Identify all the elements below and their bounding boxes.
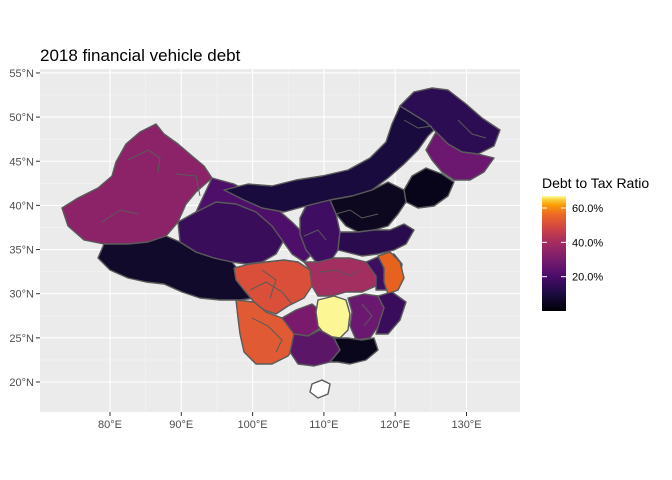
legend-label: 40.0% xyxy=(572,237,603,249)
legend-ticks: 20.0% 40.0% 60.0% xyxy=(542,203,603,284)
x-tick-label: 120°E xyxy=(380,419,410,431)
x-tick-label: 110°E xyxy=(309,419,338,431)
y-tick-label: 40°N xyxy=(9,200,34,212)
y-axis-ticks: 20°N 25°N 30°N 35°N 40°N 45°N 50°N 55°N xyxy=(9,68,40,389)
region-sichuan xyxy=(233,259,313,315)
y-tick-label: 35°N xyxy=(9,245,34,257)
region-guangdong xyxy=(329,337,379,365)
region-fujian xyxy=(375,291,407,335)
chart-title: 2018 financial vehicle debt xyxy=(40,46,241,65)
x-tick-label: 80°E xyxy=(98,419,122,431)
region-jilin xyxy=(425,131,495,181)
region-jiangxi xyxy=(347,293,385,341)
y-tick-label: 55°N xyxy=(9,68,34,80)
x-tick-label: 100°E xyxy=(238,419,268,431)
legend-colorbar xyxy=(542,196,566,311)
legend-label: 20.0% xyxy=(572,272,603,284)
legend-title: Debt to Tax Ratio xyxy=(542,175,649,191)
x-axis-ticks: 80°E 90°E 100°E 110°E 120°E 130°E xyxy=(98,412,482,431)
y-tick-label: 45°N xyxy=(9,156,34,168)
y-tick-label: 20°N xyxy=(9,377,34,389)
y-tick-label: 25°N xyxy=(9,333,34,345)
internal-boundaries xyxy=(101,119,487,353)
x-tick-label: 90°E xyxy=(169,419,193,431)
y-tick-label: 50°N xyxy=(9,112,34,124)
y-tick-label: 30°N xyxy=(9,289,34,301)
region-chongqing-hubei xyxy=(303,257,379,297)
region-hunan xyxy=(315,295,351,339)
region-shandong-henan xyxy=(337,223,415,257)
legend-label: 60.0% xyxy=(572,203,603,215)
x-tick-label: 130°E xyxy=(451,419,481,431)
region-zhejiang xyxy=(377,251,405,295)
map-regions xyxy=(61,87,501,399)
region-hainan xyxy=(309,379,331,399)
region-yunnan xyxy=(235,299,299,365)
legend: Debt to Tax Ratio 20.0% 40.0% 60.0% xyxy=(542,175,649,311)
region-north-china xyxy=(329,181,407,233)
